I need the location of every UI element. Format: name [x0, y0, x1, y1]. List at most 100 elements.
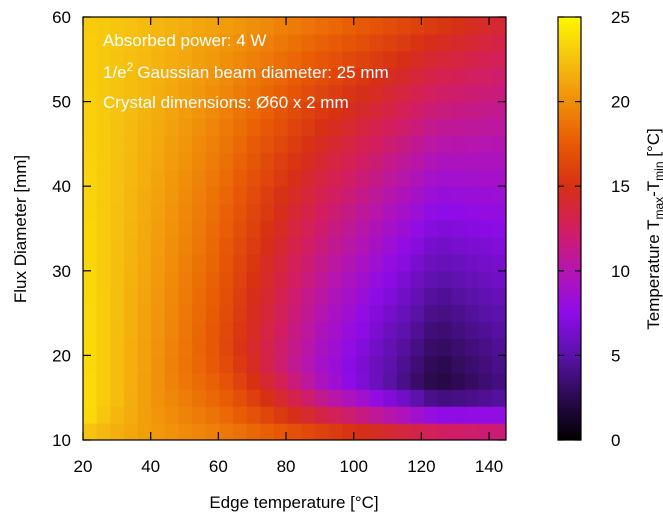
- heatmap-cell: [465, 338, 480, 356]
- heatmap-cell: [465, 287, 480, 306]
- heatmap-cell: [465, 101, 480, 120]
- heatmap-cell: [110, 186, 125, 204]
- heatmap-cell: [328, 372, 343, 390]
- heatmap-cell: [301, 33, 316, 52]
- heatmap-cell: [96, 236, 111, 255]
- heatmap-cell: [465, 169, 480, 187]
- heatmap-cell: [314, 236, 330, 255]
- heatmap-cell: [396, 220, 412, 238]
- heatmap-cell: [437, 101, 453, 120]
- heatmap-cell: [451, 423, 466, 440]
- heatmap-cell: [192, 135, 207, 153]
- heatmap-cell: [342, 17, 357, 35]
- heatmap-cell: [328, 423, 343, 440]
- heatmap-cell: [437, 169, 453, 187]
- heatmap-cell: [123, 33, 139, 52]
- heatmap-cell: [246, 50, 261, 69]
- heatmap-cell: [437, 304, 453, 323]
- heatmap-cell: [260, 406, 275, 424]
- heatmap-cell: [205, 67, 221, 86]
- heatmap-cell: [233, 406, 248, 424]
- heatmap-cell: [314, 118, 330, 137]
- heatmap-cell: [178, 355, 193, 373]
- heatmap-cell: [396, 338, 412, 356]
- heatmap-cell: [219, 321, 234, 340]
- heatmap-cell: [83, 372, 98, 390]
- heatmap-cell: [355, 50, 371, 69]
- heatmap-cell: [314, 50, 330, 69]
- heatmap-cell: [274, 321, 289, 340]
- heatmap-cell: [205, 33, 221, 52]
- heatmap-cell: [424, 236, 439, 255]
- heatmap-cell: [478, 372, 493, 390]
- heatmap-cell: [478, 423, 493, 440]
- heatmap-cell: [355, 270, 371, 289]
- heatmap-cell: [492, 253, 506, 272]
- heatmap-cell: [246, 84, 261, 103]
- heatmap-cell: [396, 304, 412, 323]
- heatmap-cell: [342, 135, 357, 153]
- heatmap-cell: [369, 270, 384, 289]
- heatmap-cell: [383, 321, 398, 340]
- heatmap-cell: [137, 406, 152, 424]
- heatmap-cells: [83, 17, 506, 440]
- heatmap-cell: [396, 406, 412, 424]
- heatmap-cell: [123, 84, 139, 103]
- heatmap-cell: [465, 253, 480, 272]
- heatmap-cell: [328, 135, 343, 153]
- heatmap-cell: [123, 118, 139, 137]
- heatmap-cell: [178, 321, 193, 340]
- heatmap-cell: [478, 152, 493, 170]
- heatmap-cell: [424, 152, 439, 170]
- heatmap-cell: [137, 423, 152, 440]
- heatmap-cell: [246, 372, 261, 390]
- heatmap-cell: [110, 423, 125, 440]
- heatmap-cell: [192, 186, 207, 204]
- heatmap-cell: [478, 203, 493, 221]
- heatmap-cell: [451, 389, 466, 407]
- heatmap-cell: [314, 220, 330, 238]
- heatmap-cell: [233, 186, 248, 204]
- heatmap-cell: [396, 423, 412, 440]
- heatmap-cell: [246, 406, 261, 424]
- heatmap-cell: [410, 423, 425, 440]
- heatmap-cell: [355, 321, 371, 340]
- heatmap-cell: [492, 17, 506, 35]
- heatmap-cell: [233, 287, 248, 306]
- heatmap-cell: [274, 406, 289, 424]
- heatmap-cell: [369, 186, 384, 204]
- heatmap-cell: [424, 355, 439, 373]
- heatmap-cell: [192, 304, 207, 323]
- heatmap-cell: [287, 355, 302, 373]
- colorbar-label: Temperature Tmax-Tmin [°C]: [644, 128, 663, 330]
- heatmap-cell: [437, 33, 453, 52]
- heatmap-cell: [451, 406, 466, 424]
- heatmap-cell: [164, 33, 180, 52]
- heatmap-cell: [369, 220, 384, 238]
- heatmap-cell: [137, 152, 152, 170]
- heatmap-cell: [96, 220, 111, 238]
- heatmap-cell: [396, 389, 412, 407]
- heatmap-cell: [83, 17, 98, 35]
- heatmap-cell: [287, 67, 302, 86]
- heatmap-cell: [151, 321, 166, 340]
- heatmap-cell: [342, 169, 357, 187]
- heatmap-cell: [478, 135, 493, 153]
- heatmap-cell: [192, 203, 207, 221]
- heatmap-cell: [178, 135, 193, 153]
- heatmap-cell: [137, 135, 152, 153]
- heatmap-cell: [287, 304, 302, 323]
- heatmap-cell: [246, 186, 261, 204]
- heatmap-cell: [451, 135, 466, 153]
- heatmap-cell: [151, 135, 166, 153]
- heatmap-cell: [355, 67, 371, 86]
- heatmap-cell: [110, 203, 125, 221]
- heatmap-cell: [369, 203, 384, 221]
- heatmap-cell: [465, 220, 480, 238]
- heatmap-cell: [314, 287, 330, 306]
- heatmap-cell: [287, 372, 302, 390]
- heatmap-cell: [219, 50, 234, 69]
- heatmap-cell: [437, 135, 453, 153]
- heatmap-cell: [123, 17, 139, 35]
